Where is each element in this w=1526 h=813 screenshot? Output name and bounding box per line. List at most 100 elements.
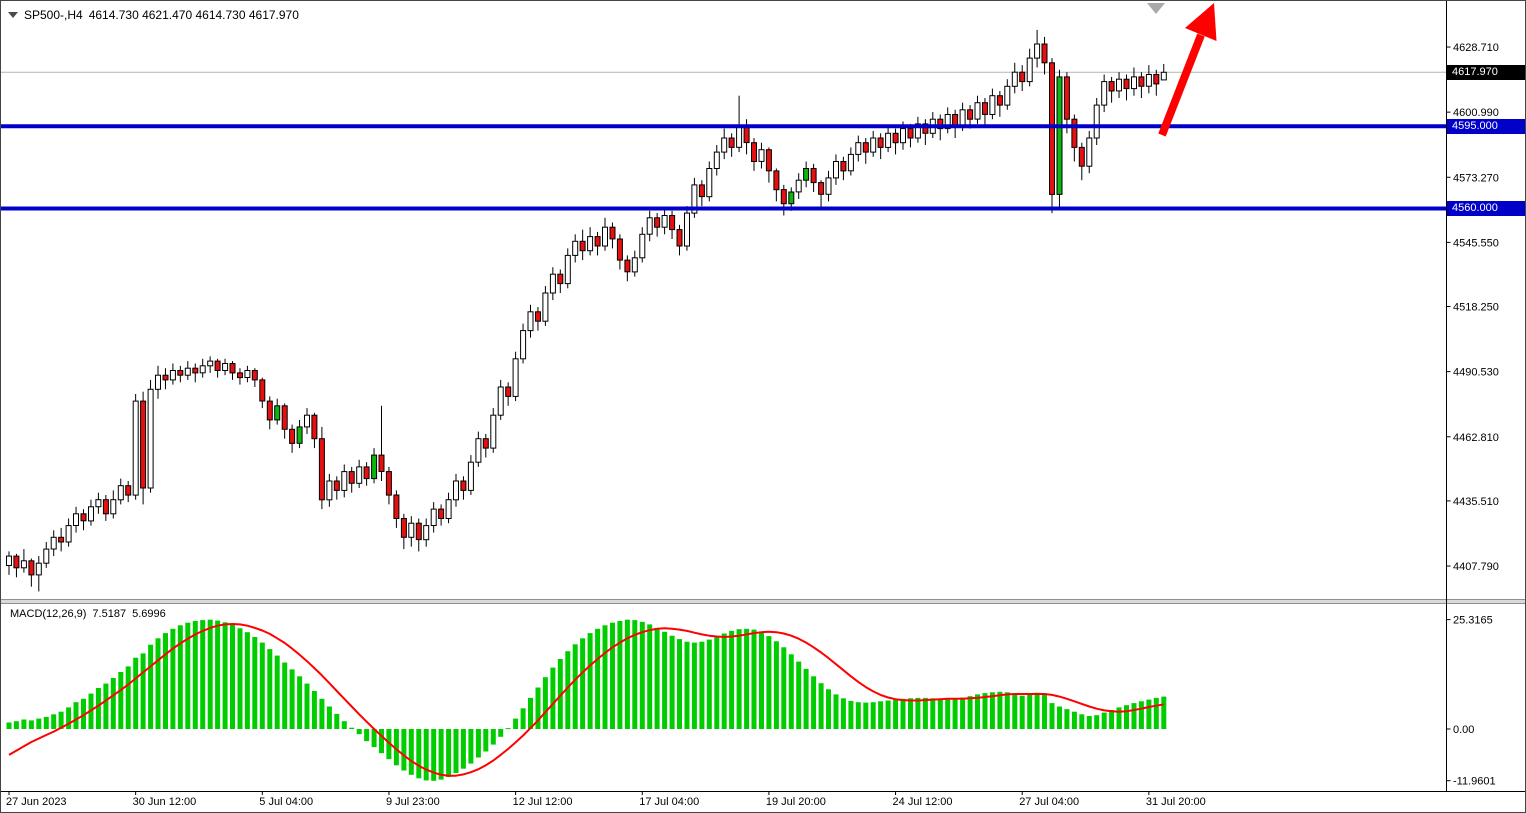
macd-bar xyxy=(110,678,116,729)
candle-body xyxy=(549,273,556,294)
macd-bar xyxy=(1004,692,1010,729)
macd-bar xyxy=(870,702,876,729)
macd-bar xyxy=(51,714,57,729)
macd-bar xyxy=(937,698,943,729)
time-axis-label: 12 Jul 12:00 xyxy=(513,796,573,808)
candle-body xyxy=(616,238,623,261)
candle-body xyxy=(438,508,445,520)
candle-body xyxy=(542,292,549,322)
candle-body xyxy=(1108,81,1115,92)
trend-arrow[interactable] xyxy=(1158,3,1217,137)
candle-body xyxy=(900,128,906,144)
macd-bar xyxy=(192,621,198,729)
macd-bar xyxy=(408,729,414,775)
time-axis-label: 5 Jul 04:00 xyxy=(259,796,313,808)
candle-body xyxy=(922,123,929,134)
macd-axis-label: 25.3165 xyxy=(1453,615,1493,627)
candle-body xyxy=(609,226,616,240)
macd-bar xyxy=(632,620,638,729)
macd-bar xyxy=(1057,706,1062,729)
candle-body xyxy=(907,128,914,139)
macd-bar xyxy=(833,694,839,729)
macd-bar xyxy=(1153,697,1159,729)
symbol-dropdown-icon[interactable] xyxy=(8,12,18,18)
macd-bar xyxy=(364,729,370,742)
candle-body xyxy=(408,522,415,538)
candle-body xyxy=(482,438,489,449)
candle-body xyxy=(35,562,42,576)
macd-bar xyxy=(490,729,496,745)
macd-bar xyxy=(602,625,608,729)
macd-bar xyxy=(885,700,891,729)
candle-body xyxy=(1101,81,1108,106)
macd-bar xyxy=(1146,699,1152,729)
macd-bar xyxy=(840,698,846,729)
macd-bar xyxy=(125,666,131,729)
candle-body xyxy=(266,400,273,421)
candle-body xyxy=(520,330,527,360)
macd-bar xyxy=(542,677,548,729)
macd-bar xyxy=(185,622,191,729)
candle-body xyxy=(229,363,236,374)
candle-body xyxy=(713,151,720,170)
candle-body xyxy=(1131,76,1137,90)
candle-body xyxy=(1116,78,1122,92)
macd-bar xyxy=(237,628,243,729)
candle-body xyxy=(251,370,258,381)
candle-body xyxy=(818,182,825,195)
macd-bar xyxy=(1094,715,1100,729)
candle-body xyxy=(795,179,802,193)
macd-bar xyxy=(595,628,601,729)
candle-body xyxy=(289,428,296,444)
macd-bar xyxy=(744,628,750,729)
candle-body xyxy=(95,499,102,508)
macd-bar xyxy=(617,621,623,729)
macd-bar xyxy=(81,698,86,729)
macd-bar xyxy=(736,629,742,729)
macd-main-value: 7.5187 xyxy=(92,608,127,620)
macd-histogram xyxy=(6,619,1167,781)
candle-body xyxy=(959,109,966,127)
time-axis-label: 30 Jun 12:00 xyxy=(133,796,197,808)
macd-bar xyxy=(1086,716,1092,729)
candle-body xyxy=(1071,118,1078,148)
candle-body xyxy=(371,454,378,480)
candle-body xyxy=(1041,43,1048,64)
macd-bar xyxy=(215,620,221,729)
candle-body xyxy=(169,370,176,381)
candle-body xyxy=(892,132,899,144)
candle-body xyxy=(847,153,854,172)
candle-body xyxy=(691,184,698,214)
macd-bar xyxy=(751,629,757,729)
macd-bar xyxy=(349,727,355,729)
candle-body xyxy=(728,137,735,148)
macd-bar xyxy=(259,642,265,729)
price-axis-label: 4628.710 xyxy=(1453,42,1499,54)
scroll-anchor-icon[interactable] xyxy=(1147,3,1165,14)
pane-separator[interactable] xyxy=(1,599,1526,604)
candle-body xyxy=(944,114,951,130)
macd-bar xyxy=(572,644,578,729)
macd-bar xyxy=(1101,712,1107,729)
macd-bar xyxy=(438,729,444,780)
macd-bar xyxy=(684,641,690,729)
candle-body xyxy=(564,254,571,285)
candle-body xyxy=(825,177,832,195)
macd-bar xyxy=(714,636,720,729)
macd-bar xyxy=(58,711,64,729)
price-axis-label: 4490.530 xyxy=(1453,367,1499,379)
candle-body xyxy=(162,374,169,381)
macd-bar xyxy=(677,639,682,729)
time-axis-label: 9 Jul 23:00 xyxy=(386,796,440,808)
macd-bar xyxy=(21,719,27,729)
macd-bar xyxy=(587,633,593,729)
macd-bar xyxy=(319,698,325,729)
macd-bar xyxy=(498,729,504,737)
candle-body xyxy=(803,168,810,181)
macd-bar xyxy=(379,729,384,754)
macd-bar xyxy=(766,636,772,729)
candle-body xyxy=(132,400,139,496)
macd-bar xyxy=(1064,709,1070,729)
macd-bar xyxy=(788,654,794,729)
